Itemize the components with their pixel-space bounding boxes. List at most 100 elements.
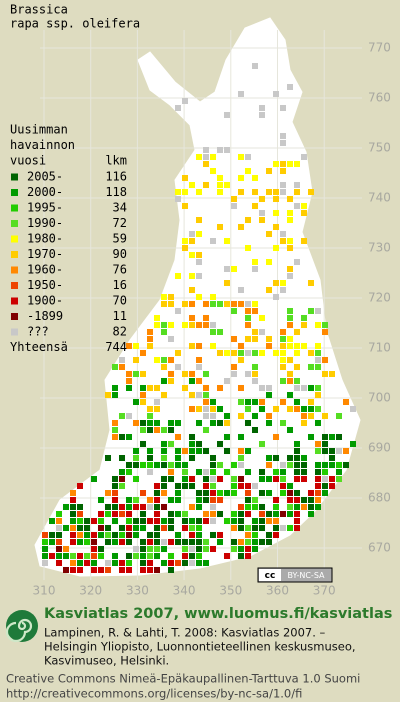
legend-count-heading: lkm bbox=[105, 154, 127, 168]
record-square bbox=[294, 203, 300, 209]
record-square bbox=[217, 147, 223, 153]
record-square bbox=[287, 196, 293, 202]
record-square bbox=[140, 427, 146, 433]
record-square bbox=[231, 336, 237, 342]
record-square bbox=[203, 322, 209, 328]
record-square bbox=[182, 511, 188, 517]
record-square bbox=[308, 406, 314, 412]
record-square bbox=[259, 385, 265, 391]
record-square bbox=[70, 490, 76, 496]
record-square bbox=[273, 504, 279, 510]
record-square bbox=[161, 294, 167, 300]
record-square bbox=[280, 357, 286, 363]
record-square bbox=[238, 539, 244, 545]
record-square bbox=[182, 483, 188, 489]
record-square bbox=[49, 518, 55, 524]
record-square bbox=[287, 266, 293, 272]
citation: Helsingin Yliopisto, Luonnontieteellinen… bbox=[44, 640, 356, 654]
record-square bbox=[154, 567, 160, 573]
record-square bbox=[238, 175, 244, 181]
legend-swatch bbox=[11, 173, 18, 181]
record-square bbox=[210, 483, 216, 489]
legend-swatch bbox=[11, 204, 18, 212]
record-square bbox=[196, 560, 202, 566]
legend-total-label: Yhteensä bbox=[10, 340, 68, 354]
record-square bbox=[210, 469, 216, 475]
record-square bbox=[259, 539, 265, 545]
record-square bbox=[273, 434, 279, 440]
title: Brassica bbox=[10, 3, 68, 17]
record-square bbox=[147, 420, 153, 426]
record-square bbox=[189, 518, 195, 524]
record-square bbox=[231, 539, 237, 545]
record-square bbox=[196, 364, 202, 370]
record-square bbox=[133, 546, 139, 552]
record-square bbox=[161, 560, 167, 566]
record-square bbox=[287, 161, 293, 167]
record-square bbox=[119, 364, 125, 370]
record-square bbox=[196, 294, 202, 300]
record-square bbox=[245, 546, 251, 552]
record-square bbox=[287, 210, 293, 216]
record-square bbox=[133, 357, 139, 363]
record-square bbox=[196, 532, 202, 538]
record-square bbox=[119, 455, 125, 461]
record-square bbox=[301, 406, 307, 412]
record-square bbox=[175, 420, 181, 426]
record-square bbox=[266, 518, 272, 524]
record-square bbox=[245, 350, 251, 356]
record-square bbox=[252, 350, 258, 356]
record-square bbox=[266, 168, 272, 174]
citation: Kasvimuseo, Helsinki. bbox=[44, 654, 169, 668]
record-square bbox=[322, 448, 328, 454]
record-square bbox=[315, 504, 321, 510]
record-square bbox=[245, 399, 251, 405]
record-square bbox=[280, 469, 286, 475]
record-square bbox=[196, 525, 202, 531]
record-square bbox=[91, 560, 97, 566]
record-square bbox=[182, 322, 188, 328]
record-square bbox=[294, 504, 300, 510]
record-square bbox=[112, 504, 118, 510]
record-square bbox=[287, 245, 293, 251]
record-square bbox=[308, 413, 314, 419]
record-square bbox=[182, 518, 188, 524]
record-square bbox=[147, 532, 153, 538]
record-square bbox=[147, 469, 153, 475]
record-square bbox=[154, 504, 160, 510]
legend-count: 116 bbox=[105, 170, 127, 184]
record-square bbox=[140, 441, 146, 447]
record-square bbox=[154, 322, 160, 328]
record-square bbox=[175, 105, 181, 111]
record-square bbox=[147, 413, 153, 419]
record-square bbox=[168, 322, 174, 328]
record-square bbox=[280, 364, 286, 370]
record-square bbox=[273, 210, 279, 216]
record-square bbox=[210, 462, 216, 468]
record-square bbox=[245, 525, 251, 531]
record-square bbox=[126, 518, 132, 524]
record-square bbox=[252, 259, 258, 265]
record-square bbox=[133, 553, 139, 559]
record-square bbox=[154, 406, 160, 412]
record-square bbox=[224, 238, 230, 244]
record-square bbox=[182, 385, 188, 391]
record-square bbox=[266, 420, 272, 426]
record-square bbox=[294, 441, 300, 447]
record-square bbox=[63, 504, 69, 510]
record-square bbox=[189, 315, 195, 321]
record-square bbox=[266, 392, 272, 398]
record-square bbox=[280, 476, 286, 482]
record-square bbox=[322, 483, 328, 489]
record-square bbox=[231, 546, 237, 552]
record-square bbox=[224, 182, 230, 188]
record-square bbox=[175, 532, 181, 538]
record-square bbox=[98, 518, 104, 524]
record-square bbox=[266, 539, 272, 545]
record-square bbox=[168, 420, 174, 426]
record-square bbox=[294, 385, 300, 391]
record-square bbox=[77, 539, 83, 545]
record-square bbox=[308, 350, 314, 356]
record-square bbox=[294, 490, 300, 496]
record-square bbox=[105, 490, 111, 496]
